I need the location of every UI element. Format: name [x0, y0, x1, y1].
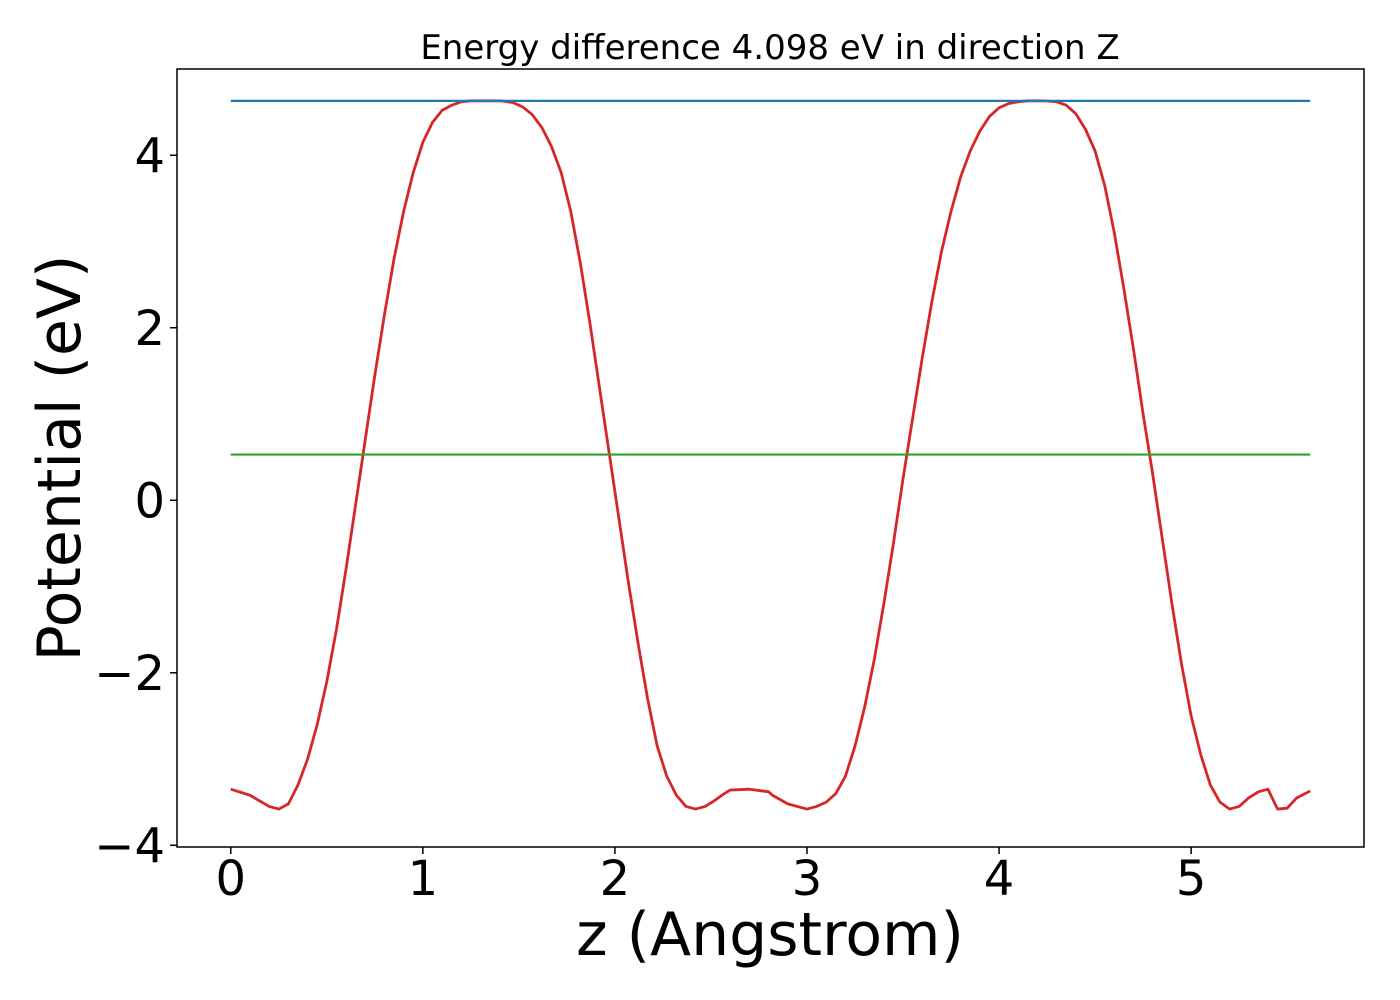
y-axis-label: Potential (eV): [25, 255, 95, 662]
x-tick-label: 4: [984, 851, 1015, 907]
y-tick-label: 0: [134, 473, 165, 529]
series-layer: [230, 99, 1311, 811]
x-tick-label: 5: [1176, 851, 1207, 907]
x-tick-label: 2: [600, 851, 631, 907]
chart-title: Energy difference 4.098 eV in direction …: [420, 28, 1119, 68]
x-tick-label: 0: [216, 851, 247, 907]
y-tick-label: −2: [94, 646, 165, 702]
x-tick-label: 3: [792, 851, 823, 907]
x-axis-label: z (Angstrom): [576, 900, 964, 970]
tick-layer: 0 1 2 3 4 5 −4 −2 0 2 4: [94, 128, 1206, 907]
y-tick-label: 2: [134, 301, 165, 357]
y-tick-label: −4: [94, 818, 165, 874]
y-tick-label: 4: [134, 128, 165, 184]
plot-frame: [176, 68, 1365, 848]
series-line-0: [230, 99, 1311, 811]
x-tick-label: 1: [408, 851, 439, 907]
